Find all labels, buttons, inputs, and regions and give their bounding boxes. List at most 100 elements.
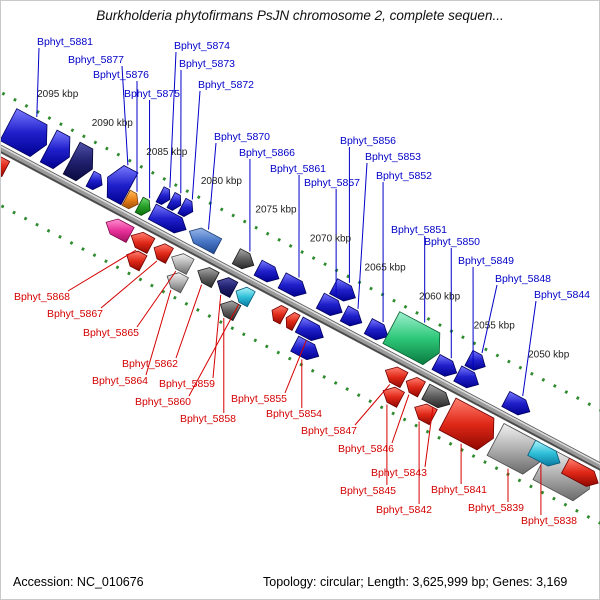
gene-arrow[interactable] bbox=[39, 129, 71, 170]
gene-label-Bphyt_5843[interactable]: Bphyt_5843 bbox=[371, 467, 427, 479]
label-leader-line bbox=[100, 260, 158, 309]
gene-arrow-Bphyt_5860[interactable] bbox=[235, 286, 256, 308]
gene-label-Bphyt_5881[interactable]: Bphyt_5881 bbox=[37, 36, 93, 48]
gene-arrow-Bphyt_5846[interactable] bbox=[405, 376, 426, 398]
gene-label-Bphyt_5847[interactable]: Bphyt_5847 bbox=[301, 425, 357, 437]
gene-label-Bphyt_5853[interactable]: Bphyt_5853 bbox=[365, 151, 421, 163]
gene-arrow-Bphyt_5870[interactable] bbox=[188, 227, 223, 255]
gene-label-Bphyt_5865[interactable]: Bphyt_5865 bbox=[83, 327, 139, 339]
gene-arrow[interactable] bbox=[62, 141, 94, 182]
gene-label-Bphyt_5868[interactable]: Bphyt_5868 bbox=[14, 291, 70, 303]
gene-arrow-Bphyt_5867[interactable] bbox=[153, 243, 174, 264]
scale-label: 2085 kbp bbox=[146, 147, 188, 158]
gene-label-Bphyt_5850[interactable]: Bphyt_5850 bbox=[424, 236, 480, 248]
scale-label: 2095 kbp bbox=[37, 89, 79, 100]
label-leader-line bbox=[121, 65, 129, 166]
gene-arrow-Bphyt_5881[interactable] bbox=[1, 108, 48, 157]
gene-arrow-Bphyt_5873[interactable] bbox=[166, 191, 182, 211]
gene-label-Bphyt_5848[interactable]: Bphyt_5848 bbox=[495, 273, 551, 285]
gene-arrow[interactable] bbox=[126, 250, 148, 272]
gene-arrow-Bphyt_5845[interactable] bbox=[382, 386, 406, 408]
gene-label-Bphyt_5842[interactable]: Bphyt_5842 bbox=[376, 504, 432, 516]
gene-arrow-Bphyt_5868[interactable] bbox=[130, 231, 156, 255]
gene-arrow-Bphyt_5876[interactable] bbox=[121, 189, 139, 210]
gene-label-Bphyt_5867[interactable]: Bphyt_5867 bbox=[47, 308, 103, 320]
gene-arrow-Bphyt_5843[interactable] bbox=[421, 383, 451, 409]
gene-arrow-Bphyt_5849[interactable] bbox=[453, 365, 480, 389]
gene-arrow-Bphyt_5862[interactable] bbox=[197, 267, 220, 289]
label-leader-line bbox=[191, 90, 201, 200]
gene-label-Bphyt_5874[interactable]: Bphyt_5874 bbox=[174, 40, 230, 52]
gene-label-Bphyt_5873[interactable]: Bphyt_5873 bbox=[179, 58, 235, 70]
gene-arrow-Bphyt_5859[interactable] bbox=[216, 277, 239, 298]
gene-label-Bphyt_5844[interactable]: Bphyt_5844 bbox=[534, 289, 590, 301]
gene-label-Bphyt_5860[interactable]: Bphyt_5860 bbox=[135, 396, 191, 408]
gene-arrow-Bphyt_5865[interactable] bbox=[171, 253, 195, 275]
gene-label-Bphyt_5870[interactable]: Bphyt_5870 bbox=[214, 131, 270, 143]
gene-arrow-Bphyt_5842[interactable] bbox=[414, 403, 438, 426]
gene-arrow-Bphyt_5864[interactable] bbox=[166, 272, 190, 294]
gene-arrow[interactable] bbox=[1, 155, 11, 178]
gene-label-Bphyt_5838[interactable]: Bphyt_5838 bbox=[521, 515, 577, 527]
gene-arrow-Bphyt_5841[interactable] bbox=[438, 397, 495, 451]
gene-arrow-Bphyt_5838[interactable] bbox=[527, 439, 561, 467]
density-dot-track-lower bbox=[1, 203, 600, 525]
gene-arrow-Bphyt_5855[interactable] bbox=[294, 316, 324, 342]
gene-label-Bphyt_5858[interactable]: Bphyt_5858 bbox=[180, 413, 236, 425]
gene-label-Bphyt_5839[interactable]: Bphyt_5839 bbox=[468, 502, 524, 514]
gene-arrow-Bphyt_5848[interactable] bbox=[464, 349, 486, 371]
gene-arrow-Bphyt_5853[interactable] bbox=[339, 305, 363, 327]
label-leader-line bbox=[145, 289, 172, 376]
label-leader-line bbox=[481, 284, 498, 354]
gene-label-Bphyt_5852[interactable]: Bphyt_5852 bbox=[376, 170, 432, 182]
chromosome-line-shadow bbox=[1, 151, 600, 471]
gene-arrow-Bphyt_5839[interactable] bbox=[486, 422, 541, 475]
scale-label: 2075 kbp bbox=[255, 205, 297, 216]
gene-label-Bphyt_5849[interactable]: Bphyt_5849 bbox=[458, 255, 514, 267]
gene-label-Bphyt_5845[interactable]: Bphyt_5845 bbox=[340, 485, 396, 497]
gene-arrow-Bphyt_5847[interactable] bbox=[384, 366, 409, 389]
gene-arrow-Bphyt_5858[interactable] bbox=[220, 300, 242, 322]
gene-arrow-Bphyt_5877[interactable] bbox=[106, 165, 139, 206]
gene-arrow[interactable] bbox=[285, 312, 301, 331]
gene-arrow[interactable] bbox=[271, 305, 289, 325]
gene-arrow-Bphyt_5844[interactable] bbox=[501, 390, 531, 416]
gene-label-Bphyt_5861[interactable]: Bphyt_5861 bbox=[270, 163, 326, 175]
scale-label: 2050 kbp bbox=[528, 349, 570, 360]
gene-arrow-Bphyt_5857[interactable] bbox=[315, 292, 343, 317]
gene-label-Bphyt_5855[interactable]: Bphyt_5855 bbox=[231, 393, 287, 405]
gene-label-Bphyt_5846[interactable]: Bphyt_5846 bbox=[338, 443, 394, 455]
gene-arrow-Bphyt_5861[interactable] bbox=[277, 272, 307, 297]
gene-arrow-Bphyt_5874[interactable] bbox=[155, 186, 171, 206]
gene-arrow-Bphyt_5851[interactable] bbox=[382, 311, 441, 366]
gene-label-Bphyt_5841[interactable]: Bphyt_5841 bbox=[431, 484, 487, 496]
gene-label-Bphyt_5851[interactable]: Bphyt_5851 bbox=[391, 224, 447, 236]
gene-label-Bphyt_5872[interactable]: Bphyt_5872 bbox=[198, 79, 254, 91]
gene-label-Bphyt_5854[interactable]: Bphyt_5854 bbox=[266, 408, 322, 420]
gene-label-Bphyt_5876[interactable]: Bphyt_5876 bbox=[93, 69, 149, 81]
gene-label-Bphyt_5859[interactable]: Bphyt_5859 bbox=[159, 378, 215, 390]
gene-label-Bphyt_5856[interactable]: Bphyt_5856 bbox=[340, 135, 396, 147]
gene-arrow[interactable] bbox=[105, 218, 135, 244]
scale-label: 2060 kbp bbox=[419, 292, 461, 303]
gene-arrow-Bphyt_5852[interactable] bbox=[363, 318, 389, 341]
label-leader-line bbox=[284, 340, 307, 394]
gene-label-Bphyt_5857[interactable]: Bphyt_5857 bbox=[304, 177, 360, 189]
gene-label-Bphyt_5862[interactable]: Bphyt_5862 bbox=[122, 358, 178, 370]
gene-arrow-Bphyt_5866[interactable] bbox=[231, 248, 255, 270]
gene-arrow[interactable] bbox=[560, 457, 599, 487]
gene-label-Bphyt_5875[interactable]: Bphyt_5875 bbox=[124, 88, 180, 100]
scale-label: 2065 kbp bbox=[365, 263, 407, 274]
gene-arrow[interactable] bbox=[147, 203, 187, 234]
gene-arrow-Bphyt_5875[interactable] bbox=[134, 196, 151, 216]
gene-arrow[interactable] bbox=[253, 259, 280, 283]
gene-arrow-Bphyt_5854[interactable] bbox=[290, 335, 320, 361]
gene-arrow-Bphyt_5850[interactable] bbox=[431, 353, 458, 377]
gene-label-Bphyt_5877[interactable]: Bphyt_5877 bbox=[68, 54, 124, 66]
gene-arrow-Bphyt_5872[interactable] bbox=[177, 197, 194, 217]
gene-arrow[interactable] bbox=[85, 170, 103, 191]
gene-label-Bphyt_5864[interactable]: Bphyt_5864 bbox=[92, 375, 148, 387]
gene-label-Bphyt_5866[interactable]: Bphyt_5866 bbox=[239, 147, 295, 159]
